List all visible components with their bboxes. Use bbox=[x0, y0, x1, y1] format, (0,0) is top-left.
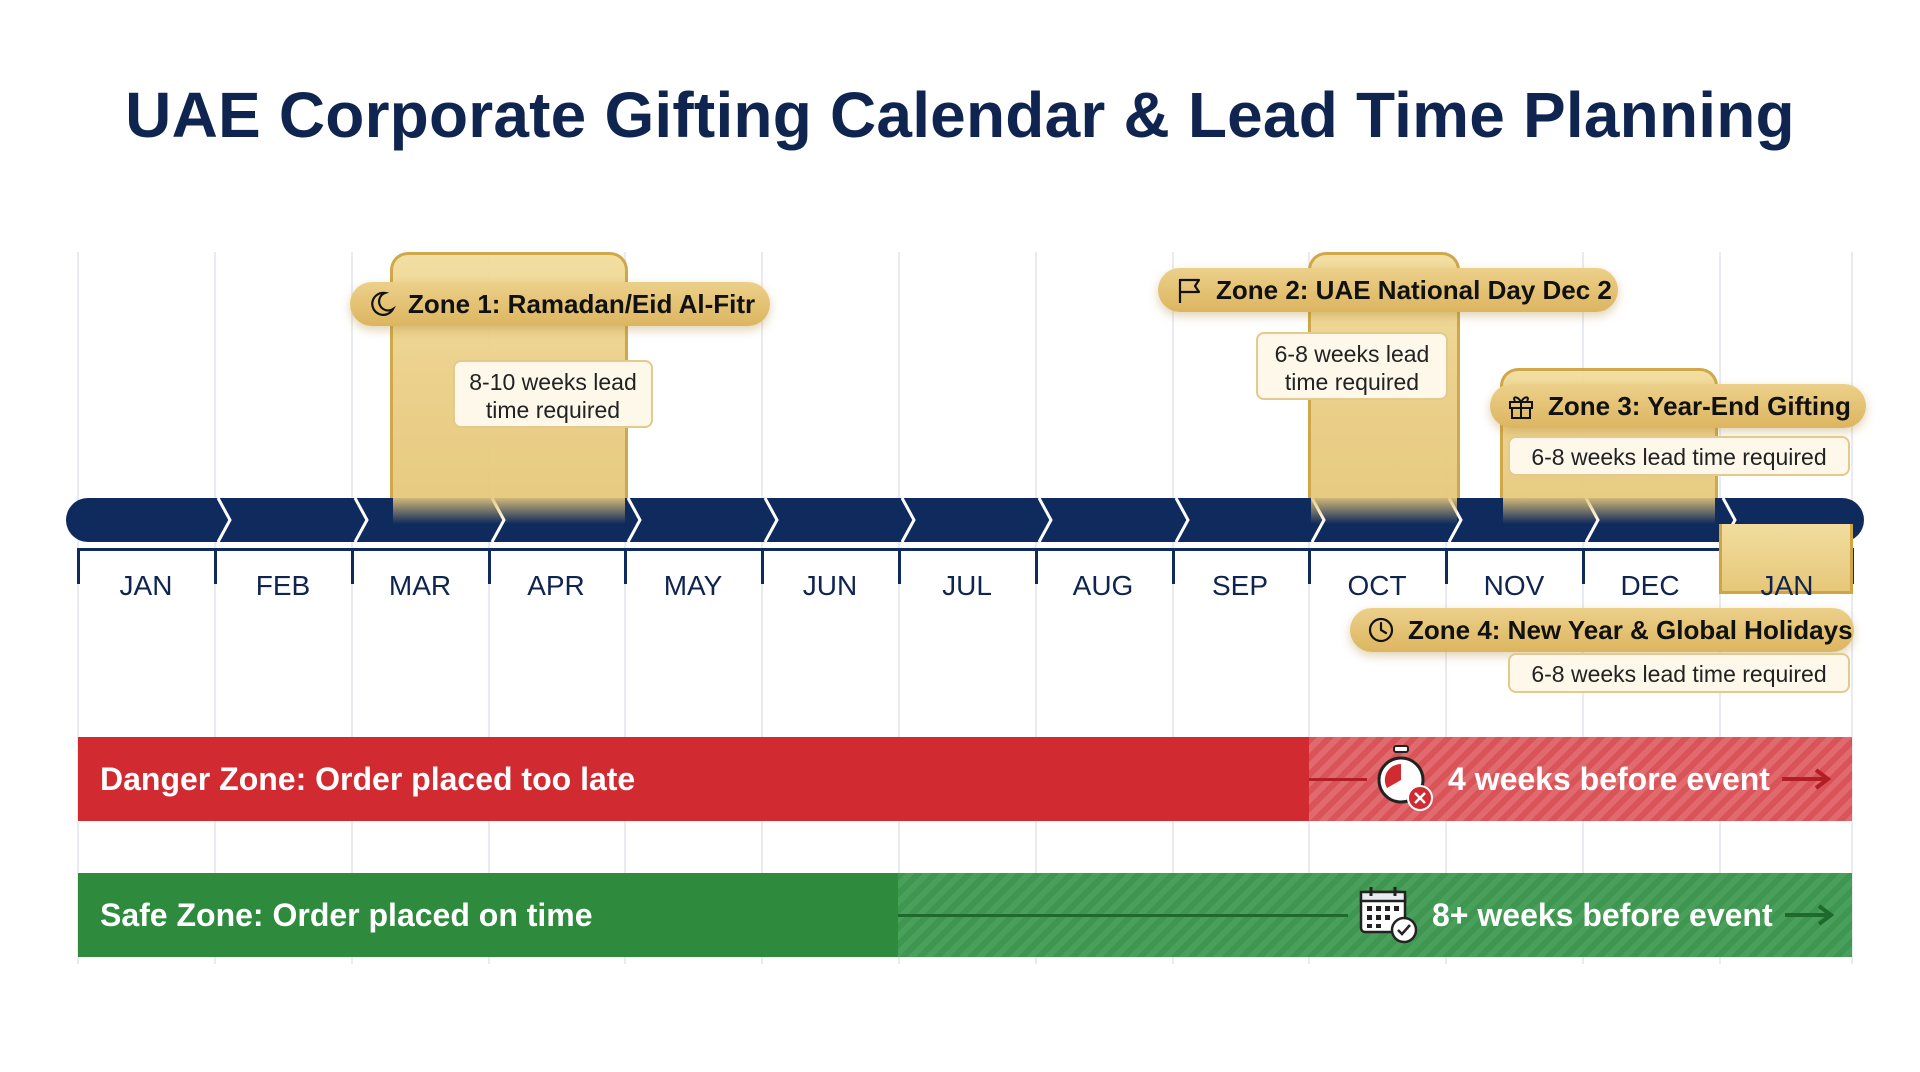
safe-zone-band: Safe Zone: Order placed on time 8+ weeks… bbox=[78, 873, 1852, 957]
axis-tick bbox=[1172, 548, 1175, 584]
zone-1-track-overlay bbox=[393, 498, 625, 524]
clock-icon bbox=[1368, 617, 1394, 643]
axis-tick bbox=[214, 548, 217, 584]
month-label: OCT bbox=[1347, 570, 1407, 601]
zone-3-note: 6-8 weeks lead time required bbox=[1508, 436, 1850, 476]
zone-1-label: Zone 1: Ramadan/Eid Al-Fitr bbox=[408, 288, 756, 319]
month-label: JAN bbox=[119, 570, 173, 601]
zone-1-note-line1: 8-10 weeks lead bbox=[469, 369, 637, 395]
zone-3-label: Zone 3: Year-End Gifting bbox=[1548, 390, 1851, 421]
safe-zone-label: Safe Zone: Order placed on time bbox=[100, 897, 593, 933]
zone-4-pill: Zone 4: New Year & Global Holidays bbox=[1350, 608, 1854, 652]
crescent-moon-icon bbox=[371, 291, 396, 316]
timeline-axis bbox=[78, 548, 1852, 551]
danger-zone-label: Danger Zone: Order placed too late bbox=[100, 761, 636, 797]
zone-3-pill: Zone 3: Year-End Gifting bbox=[1490, 384, 1866, 428]
month-label: SEP bbox=[1211, 570, 1269, 601]
axis-tick bbox=[1308, 548, 1311, 584]
arrow-right-icon bbox=[1781, 768, 1832, 790]
month-label: JUL bbox=[942, 570, 992, 601]
month-label: AUG bbox=[1072, 570, 1134, 601]
axis-tick bbox=[1035, 548, 1038, 584]
axis-tick bbox=[1582, 548, 1585, 584]
stopwatch-x-icon bbox=[1377, 745, 1433, 811]
danger-zone-band: Danger Zone: Order placed too late 4 wee… bbox=[78, 737, 1852, 821]
zone-1-note-line2: time required bbox=[485, 397, 621, 423]
arrow-right-icon bbox=[1784, 904, 1834, 926]
month-label: FEB bbox=[255, 570, 311, 601]
month-label: DEC bbox=[1620, 570, 1680, 601]
zone-4-note: 6-8 weeks lead time required bbox=[1508, 653, 1850, 693]
month-label: JUN bbox=[802, 570, 858, 601]
zone-4-label: Zone 4: New Year & Global Holidays bbox=[1408, 614, 1853, 645]
axis-tick bbox=[488, 548, 491, 584]
safe-zone-right-text: 8+ weeks before event bbox=[1432, 896, 1773, 933]
zone-2-note-line2: time required bbox=[1284, 369, 1420, 395]
danger-zone-right-text: 4 weeks before event bbox=[1448, 760, 1770, 797]
page-title: UAE Corporate Gifting Calendar & Lead Ti… bbox=[125, 79, 1795, 151]
month-label: MAR bbox=[388, 570, 452, 601]
zone-1-note: 8-10 weeks lead time required bbox=[453, 360, 653, 428]
calendar-check-icon bbox=[1359, 887, 1418, 944]
zone-3-track-overlay bbox=[1503, 498, 1715, 524]
gift-icon bbox=[1509, 396, 1533, 419]
axis-tick bbox=[77, 548, 80, 584]
zone-2-note: 6-8 weeks lead time required bbox=[1256, 332, 1448, 400]
month-label: APR bbox=[527, 570, 585, 601]
zone-2-track-overlay bbox=[1311, 498, 1457, 524]
axis-tick bbox=[761, 548, 764, 584]
axis-tick bbox=[898, 548, 901, 584]
axis-tick bbox=[624, 548, 627, 584]
zone-2-note-line1: 6-8 weeks lead bbox=[1274, 341, 1430, 367]
axis-tick bbox=[351, 548, 354, 584]
flag-icon bbox=[1178, 278, 1201, 303]
zone-4-highlight bbox=[1719, 524, 1853, 594]
month-label: JAN bbox=[1760, 570, 1814, 601]
month-label: NOV bbox=[1483, 570, 1545, 601]
zone-2-pill: Zone 2: UAE National Day Dec 2 bbox=[1158, 268, 1618, 312]
zone-1-pill: Zone 1: Ramadan/Eid Al-Fitr bbox=[350, 282, 770, 326]
month-label: MAY bbox=[663, 570, 723, 601]
zone-2-label: Zone 2: UAE National Day Dec 2 bbox=[1216, 274, 1612, 305]
axis-tick bbox=[1445, 548, 1448, 584]
